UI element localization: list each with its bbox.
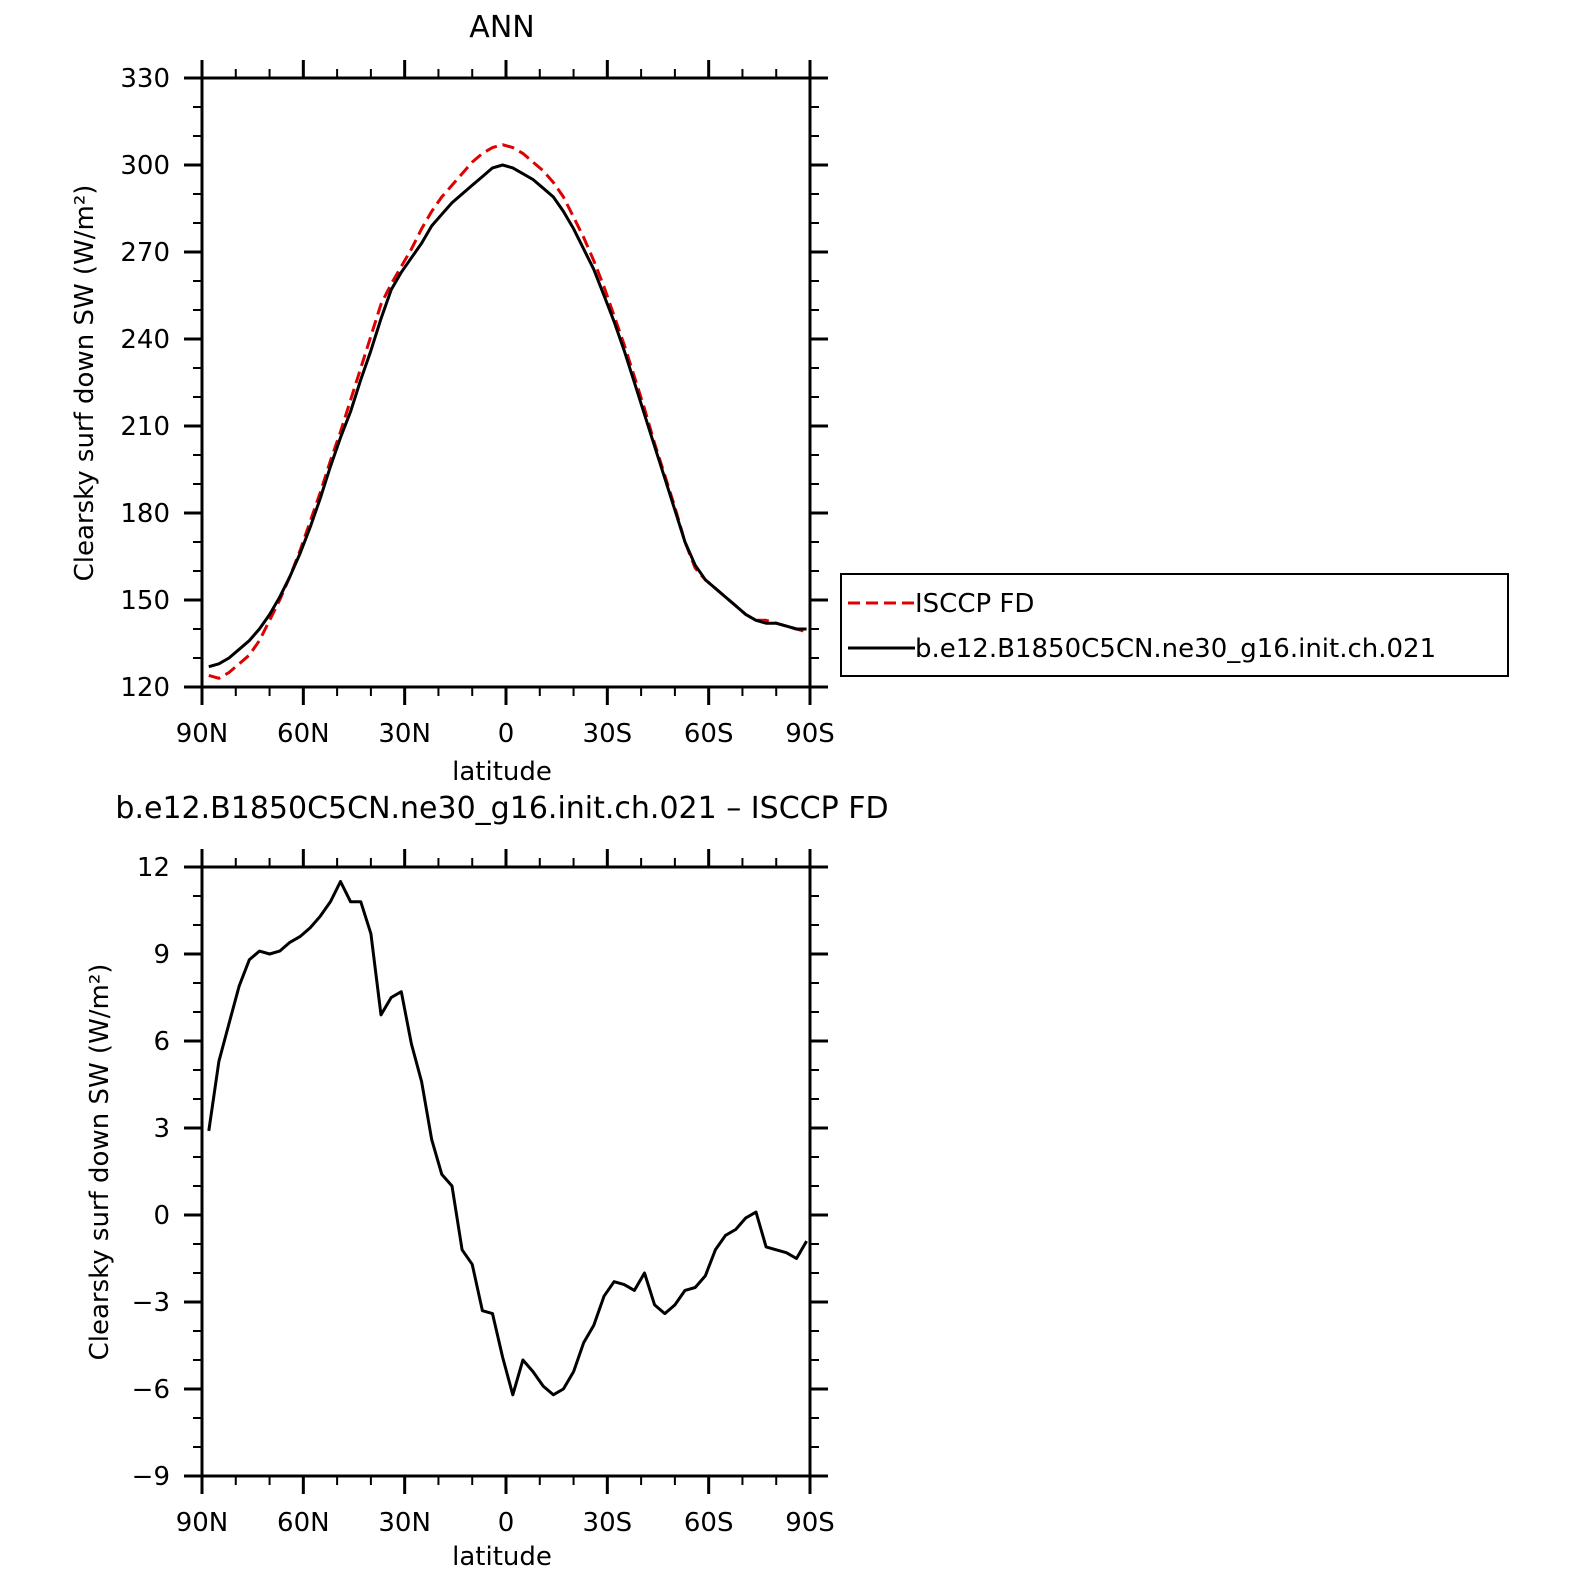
bottom-ytick-label: −9 — [132, 1462, 170, 1492]
top-ytick-label: 120 — [120, 673, 170, 703]
legend-label-isccp: ISCCP FD — [915, 589, 1034, 619]
top-chart-title: ANN — [469, 10, 534, 45]
bottom-plot-frame — [200, 865, 812, 1478]
bottom-x-axis-title: latitude — [452, 1542, 552, 1572]
bottom-ytick-label: 6 — [153, 1027, 170, 1057]
top-xtick-label: 30S — [583, 719, 633, 749]
top-ytick-label: 300 — [120, 151, 170, 181]
bottom-ytick-label: −6 — [132, 1375, 170, 1405]
top-ytick-label: 180 — [120, 499, 170, 529]
top-ytick-label: 330 — [120, 64, 170, 94]
top-y-axis-title: Clearsky surf down SW (W/m²) — [70, 185, 100, 582]
bottom-xtick-label: 60N — [277, 1508, 330, 1538]
bottom-ytick-label: 9 — [153, 940, 170, 970]
bottom-ytick-label: 12 — [137, 853, 170, 883]
legend-label-model: b.e12.B1850C5CN.ne30_g16.init.ch.021 — [915, 634, 1436, 664]
top-plot: 120 150 180 210 240 270 300 330 90N 60N 30N 0 30S 60S… — [120, 60, 835, 749]
top-series-model-line — [208, 163, 807, 669]
bottom-y-axis-title: Clearsky surf down SW (W/m²) — [85, 964, 115, 1361]
top-ytick-label: 240 — [120, 325, 170, 355]
bottom-plot: −9 −6 −3 0 3 6 9 12 90N 60N 30N 0 30S 60S 90S — [132, 849, 835, 1538]
bottom-series-model-line — [207, 880, 808, 1397]
bottom-ytick-label: 0 — [153, 1201, 170, 1231]
top-xtick-label: 90S — [785, 719, 835, 749]
bottom-xtick-label: 0 — [498, 1508, 515, 1538]
legend: ISCCP FD b.e12.B1850C5CN.ne30_g16.init.c… — [840, 573, 1509, 677]
legend-frame — [840, 573, 1509, 677]
top-ytick-label: 150 — [120, 586, 170, 616]
top-xtick-label: 30N — [378, 719, 431, 749]
top-ytick-label: 210 — [120, 412, 170, 442]
bottom-ytick-label: 3 — [153, 1114, 170, 1144]
bottom-ytick-label: −3 — [132, 1288, 170, 1318]
top-plot-frame — [200, 76, 812, 689]
bottom-xtick-label: 90N — [176, 1508, 229, 1538]
top-ytick-label: 270 — [120, 238, 170, 268]
bottom-xtick-label: 30N — [378, 1508, 431, 1538]
bottom-chart-title: b.e12.B1850C5CN.ne30_g16.init.ch.021 – I… — [115, 791, 888, 826]
bottom-xtick-label: 30S — [583, 1508, 633, 1538]
top-xtick-label: 0 — [498, 719, 515, 749]
top-xtick-label: 90N — [176, 719, 229, 749]
top-xtick-label: 60S — [684, 719, 734, 749]
top-xtick-label: 60N — [277, 719, 330, 749]
top-series-isccp-fd-line — [208, 143, 808, 680]
bottom-xtick-label: 60S — [684, 1508, 734, 1538]
top-x-axis-title: latitude — [452, 757, 552, 787]
bottom-xtick-label: 90S — [785, 1508, 835, 1538]
